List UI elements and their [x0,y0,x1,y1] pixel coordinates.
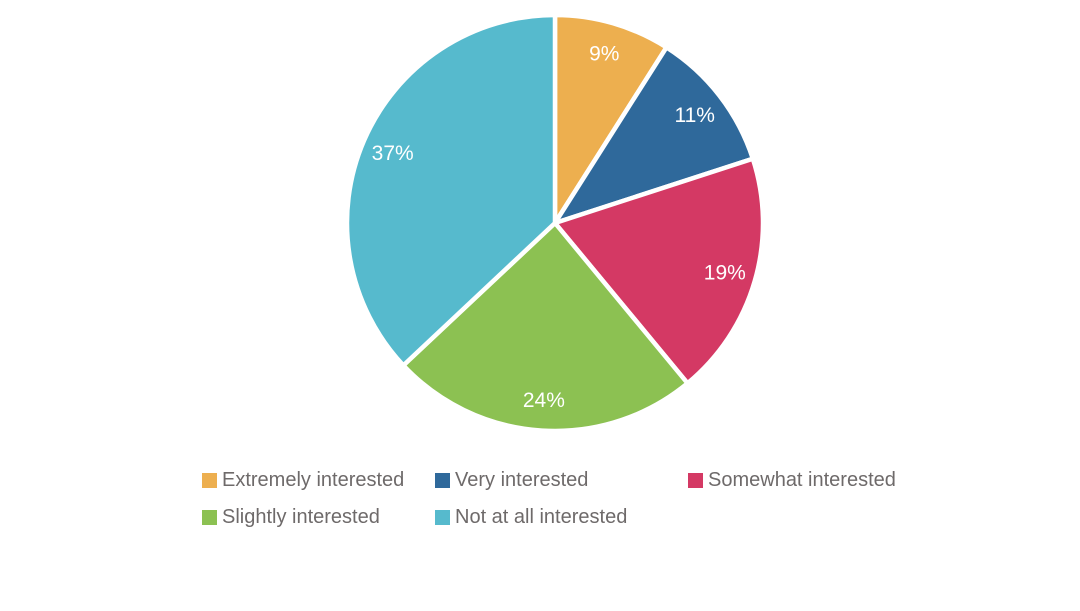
slice-label: 19% [704,262,746,285]
legend-swatch-icon [202,472,217,488]
pie-slice [401,220,690,434]
pie-chart: 9% 11% 19% 24% 37% [344,12,766,434]
pie-slice [552,45,756,226]
legend-item: Slightly interested [202,505,435,529]
legend-label: Very interested [455,469,589,491]
chart-legend: Extremely interested Very interested Somew… [202,468,896,529]
pie-slice [344,12,558,368]
pie-slice [552,12,669,226]
legend-item: Somewhat interested [688,468,896,492]
slice-label: 24% [523,389,565,412]
slice-label: 37% [372,142,414,165]
legend-item: Not at all interested [435,505,688,529]
legend-label: Not at all interested [455,506,628,528]
legend-swatch-icon [435,472,450,488]
pie-slice [552,156,766,386]
legend-label: Extremely interested [222,469,405,491]
legend-label: Somewhat interested [708,469,896,491]
legend-swatch-icon [688,472,703,488]
legend-item: Very interested [435,468,688,492]
legend-swatch-icon [435,509,450,525]
legend-item: Extremely interested [202,468,435,492]
slice-label: 11% [674,104,714,127]
legend-label: Slightly interested [222,506,380,528]
legend-swatch-icon [202,509,217,525]
slice-label: 9% [589,43,619,66]
